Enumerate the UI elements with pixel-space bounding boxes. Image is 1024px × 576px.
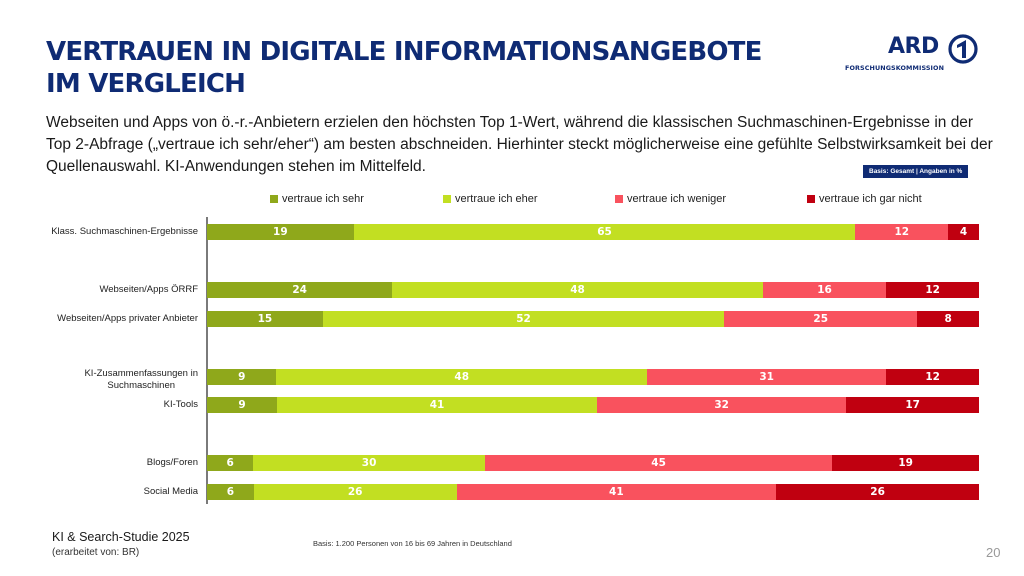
- bar-row: 24 48 16 12: [207, 282, 979, 298]
- bar-segment: 9: [207, 368, 277, 385]
- title-line-2: IM VERGLEICH: [46, 69, 246, 99]
- page-title: VERTRAUEN IN DIGITALE INFORMATIONSANGEBO…: [46, 36, 762, 100]
- data-label: 15: [257, 312, 273, 325]
- legend-item: vertraue ich eher: [443, 193, 538, 205]
- data-label: 52: [516, 312, 531, 325]
- footer-author: (erarbeitet von: BR): [52, 547, 140, 558]
- data-label: 12: [925, 284, 940, 296]
- bar-segment: 8: [917, 310, 979, 327]
- data-label: 12: [894, 226, 910, 238]
- legend-swatch: [807, 195, 815, 203]
- bar-segment: 17: [846, 397, 979, 413]
- logo-subtext: FORSCHUNGSKOMMISSION: [845, 64, 945, 72]
- category-label: Blogs/Foren: [146, 457, 198, 468]
- data-label: 48: [570, 284, 585, 296]
- chart-legend: vertraue ich sehr vertraue ich eher vertra…: [0, 193, 1024, 209]
- data-label: 6: [226, 485, 235, 498]
- data-label: 31: [759, 370, 774, 383]
- data-label: 32: [714, 399, 729, 411]
- data-label: 19: [273, 226, 288, 238]
- ard-one-logo-icon: [948, 34, 978, 64]
- data-label: 26: [870, 485, 885, 498]
- bar-row: 15 52 25 8: [207, 310, 979, 327]
- data-label: 4: [959, 226, 968, 238]
- data-label: 45: [651, 457, 666, 469]
- data-label: 25: [813, 312, 829, 325]
- title-line-1: VERTRAUEN IN DIGITALE INFORMATIONSANGEBO…: [46, 37, 762, 67]
- bar-segment: 6: [207, 483, 254, 500]
- bar-row: 9 41 32 17: [207, 397, 979, 413]
- data-label: 41: [609, 485, 624, 498]
- category-label: Webseiten/Apps ÖRRF: [99, 284, 198, 295]
- bar-segment: 45: [484, 455, 833, 471]
- legend-swatch: [443, 195, 451, 203]
- legend-item: vertraue ich weniger: [615, 193, 726, 205]
- legend-swatch: [270, 195, 278, 203]
- data-label: 65: [597, 226, 612, 238]
- bar-segment: 9: [207, 397, 278, 413]
- bar-segment: 19: [832, 455, 979, 471]
- legend-swatch: [615, 195, 623, 203]
- category-label: Webseiten/Apps privater Anbieter: [57, 312, 198, 324]
- bar-segment: 30: [253, 455, 485, 471]
- data-label: 9: [238, 399, 246, 411]
- data-label: 17: [905, 399, 920, 411]
- footer-study-title: KI & Search-Studie 2025: [52, 530, 190, 544]
- bar-segment: 52: [322, 310, 725, 327]
- data-label: 41: [429, 399, 445, 411]
- footer-basis-note: Basis: 1.200 Personen von 16 bis 69 Jahr…: [313, 539, 512, 548]
- bar-segment: 24: [207, 282, 393, 298]
- page-number: 20: [986, 545, 1001, 560]
- bar-segment: 12: [886, 282, 979, 298]
- bar-segment: 16: [762, 282, 887, 298]
- bar-segment: 41: [456, 483, 777, 500]
- data-label: 12: [925, 370, 940, 383]
- category-label: Klass. Suchmaschinen-Ergebnisse: [51, 226, 198, 237]
- data-label: 19: [898, 457, 913, 469]
- bar-segment: 32: [596, 397, 847, 413]
- bar-segment: 15: [207, 310, 323, 327]
- bar-row: 19 65 12 4: [207, 224, 979, 240]
- logo-text: ARD: [888, 34, 939, 59]
- category-label: KI-Zusammenfassungen in Suchmaschinen: [84, 367, 198, 391]
- legend-item: vertraue ich sehr: [270, 193, 364, 205]
- data-label: 24: [292, 284, 307, 296]
- bar-segment: 25: [724, 310, 918, 327]
- bar-segment: 19: [207, 224, 354, 240]
- bar-segment: 48: [276, 368, 648, 385]
- data-label: 6: [226, 457, 234, 469]
- legend-label: vertraue ich gar nicht: [819, 193, 922, 205]
- category-label: Social Media: [143, 485, 198, 497]
- bar-segment: 41: [277, 397, 597, 413]
- data-label: 16: [817, 284, 832, 296]
- bar-segment: 48: [392, 282, 763, 298]
- bar-segment: 6: [207, 455, 254, 471]
- bar-segment: 12: [855, 224, 949, 240]
- category-label: KI-Tools: [163, 399, 198, 410]
- legend-item: vertraue ich gar nicht: [807, 193, 922, 205]
- legend-label: vertraue ich sehr: [282, 193, 364, 205]
- y-axis-line: [206, 217, 208, 504]
- bar-segment: 31: [647, 368, 887, 385]
- bar-row: 6 30 45 19: [207, 455, 979, 471]
- subtitle: Webseiten und Apps von ö.-r.-Anbietern e…: [46, 114, 993, 175]
- bar-segment: 4: [948, 224, 979, 240]
- legend-label: vertraue ich weniger: [627, 193, 727, 205]
- data-label: 8: [944, 312, 952, 325]
- ard-logo: ARD FORSCHUNGSKOMMISSION: [840, 34, 990, 76]
- data-label: 30: [361, 457, 377, 469]
- data-label: 26: [347, 485, 363, 498]
- data-label: 9: [238, 370, 246, 383]
- bar-segment: 12: [886, 368, 979, 385]
- bar-row: 9 48 31 12: [207, 368, 979, 385]
- bar-segment: 26: [776, 483, 979, 500]
- bar-row: 6 26 41 26: [207, 483, 979, 500]
- bar-segment: 65: [353, 224, 856, 240]
- basis-badge: Basis: Gesamt | Angaben in %: [863, 165, 969, 178]
- bar-segment: 26: [253, 483, 457, 500]
- data-label: 48: [454, 370, 470, 383]
- legend-label: vertraue ich eher: [455, 193, 538, 205]
